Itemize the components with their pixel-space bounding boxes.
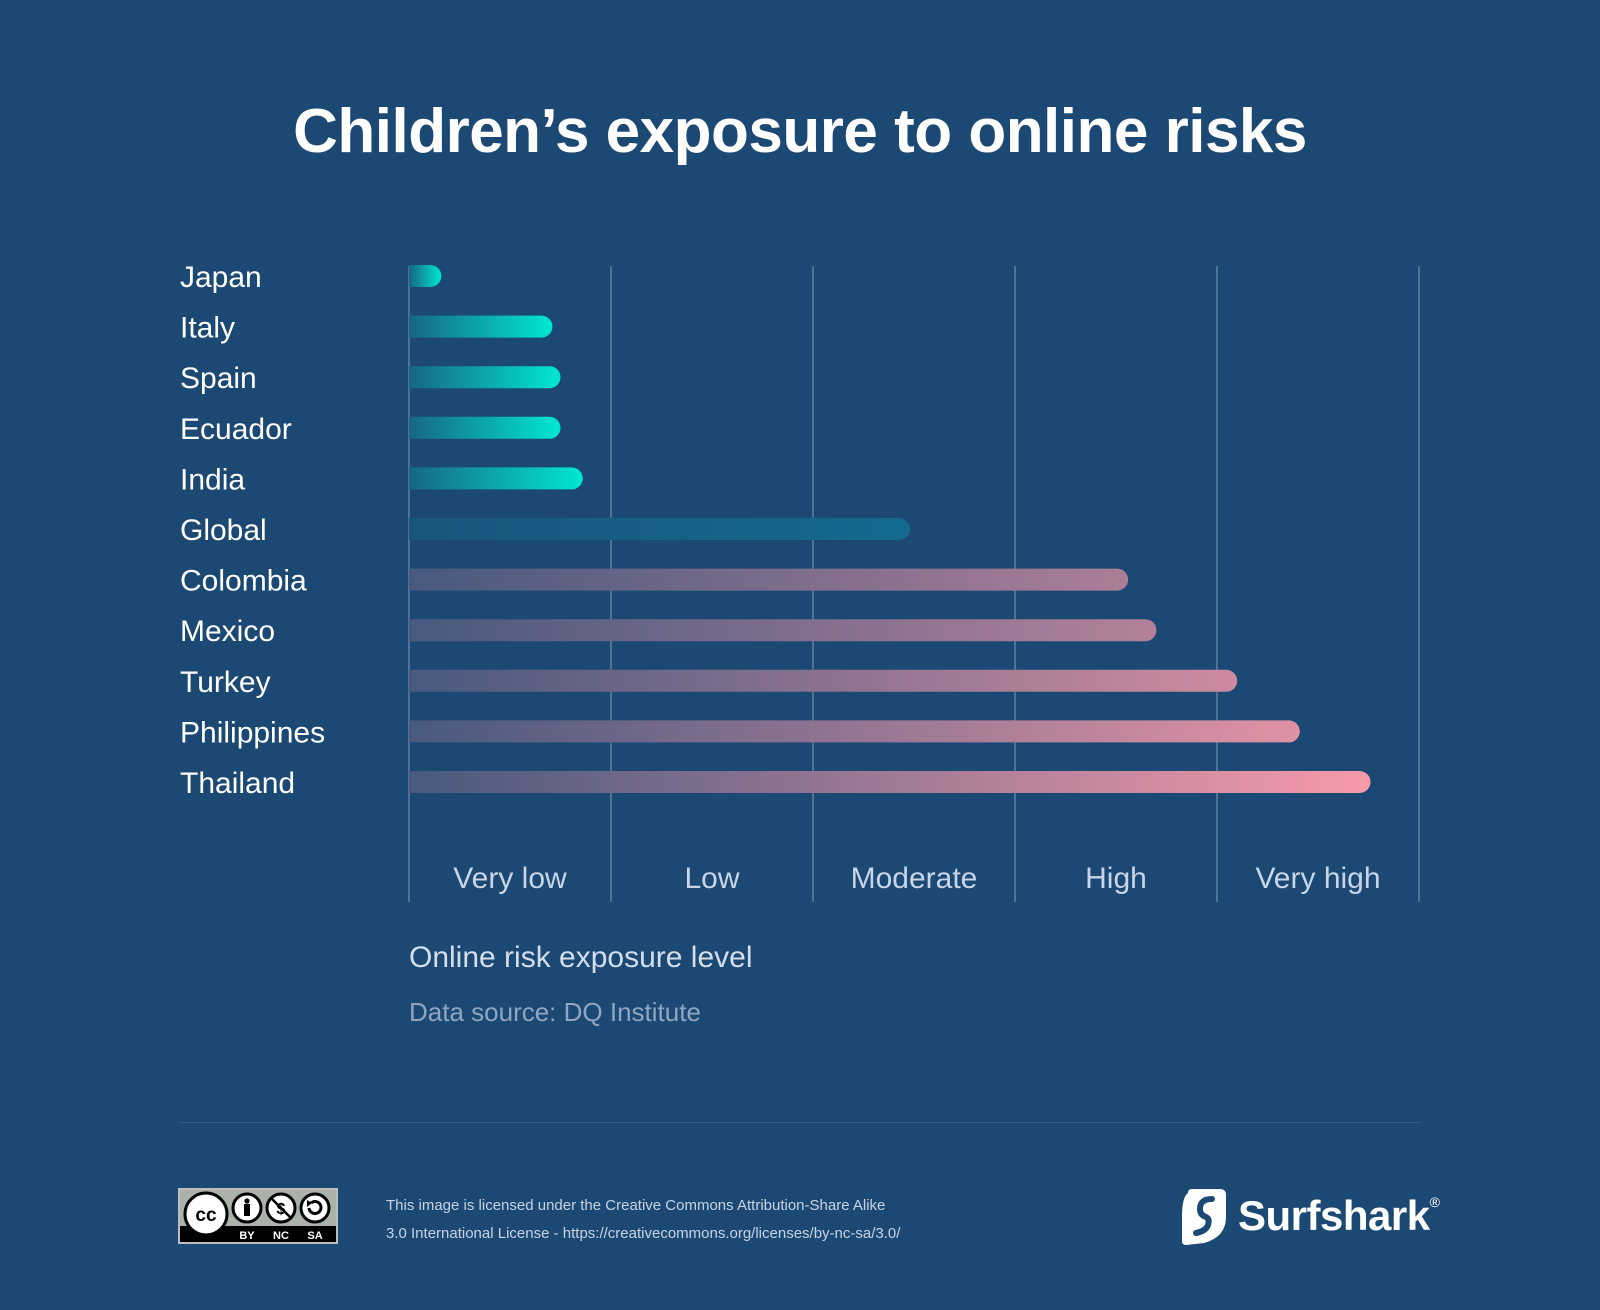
bar-india: [409, 467, 583, 490]
registered-mark: ®: [1429, 1194, 1440, 1210]
svg-text:cc: cc: [195, 1205, 217, 1226]
surfshark-mark-icon: [1182, 1189, 1226, 1245]
bar-chart: Japan Italy Spain Ecuador India Global Colombi…: [180, 261, 1420, 1027]
category-label: Philippines: [180, 716, 325, 749]
cc-license-badge[interactable]: cc $ BY NC SA: [178, 1188, 338, 1244]
footer-divider: [178, 1122, 1422, 1123]
bar-thailand: [409, 771, 1371, 793]
nc-icon: $: [265, 1192, 297, 1224]
bar-turkey: [409, 669, 1238, 692]
x-tick-label: Very low: [453, 862, 567, 895]
category-labels: Japan Italy Spain Ecuador India Global Colombi…: [180, 261, 325, 800]
license-line-1: This image is licensed under the Creativ…: [386, 1197, 886, 1214]
cc-icon: cc: [183, 1191, 229, 1237]
bar-japan: [409, 265, 442, 287]
cc-by-label: BY: [239, 1230, 255, 1242]
category-label: Ecuador: [180, 413, 292, 446]
license-line-2[interactable]: 3.0 International License - https://crea…: [386, 1225, 901, 1242]
category-label: Italy: [180, 312, 235, 345]
by-icon: [231, 1192, 263, 1224]
brand-name: Surfshark: [1238, 1192, 1430, 1239]
x-tick-label: Very high: [1255, 862, 1380, 895]
cc-nc-label: NC: [273, 1230, 289, 1242]
bar-philippines: [409, 720, 1300, 743]
category-label: Japan: [180, 261, 262, 294]
category-label: Turkey: [180, 666, 271, 699]
category-label: Thailand: [180, 767, 295, 800]
bar-colombia: [409, 568, 1129, 591]
category-label: Mexico: [180, 615, 275, 648]
x-tick-labels: Very low Low Moderate High Very high: [453, 862, 1380, 895]
bar-global: [409, 518, 910, 540]
x-tick-label: Moderate: [851, 862, 978, 895]
surfshark-logo[interactable]: Surfshark ®: [1180, 1186, 1440, 1246]
license-text: This image is licensed under the Creativ…: [386, 1192, 1026, 1248]
data-source: Data source: DQ Institute: [409, 997, 701, 1027]
x-axis-label: Online risk exposure level: [409, 941, 753, 974]
x-tick-label: High: [1085, 862, 1147, 895]
category-label: India: [180, 463, 245, 496]
sa-icon: [299, 1192, 331, 1224]
x-tick-label: Low: [684, 862, 739, 895]
chart-title: Children’s exposure to online risks: [293, 97, 1307, 166]
category-label: Spain: [180, 362, 257, 395]
bar-spain: [409, 366, 561, 389]
bar-mexico: [409, 619, 1157, 642]
bar-ecuador: [409, 416, 561, 439]
category-label: Global: [180, 514, 267, 547]
category-label: Colombia: [180, 565, 307, 598]
bars: [409, 265, 1371, 793]
cc-sa-label: SA: [307, 1230, 322, 1242]
bar-italy: [409, 315, 553, 338]
